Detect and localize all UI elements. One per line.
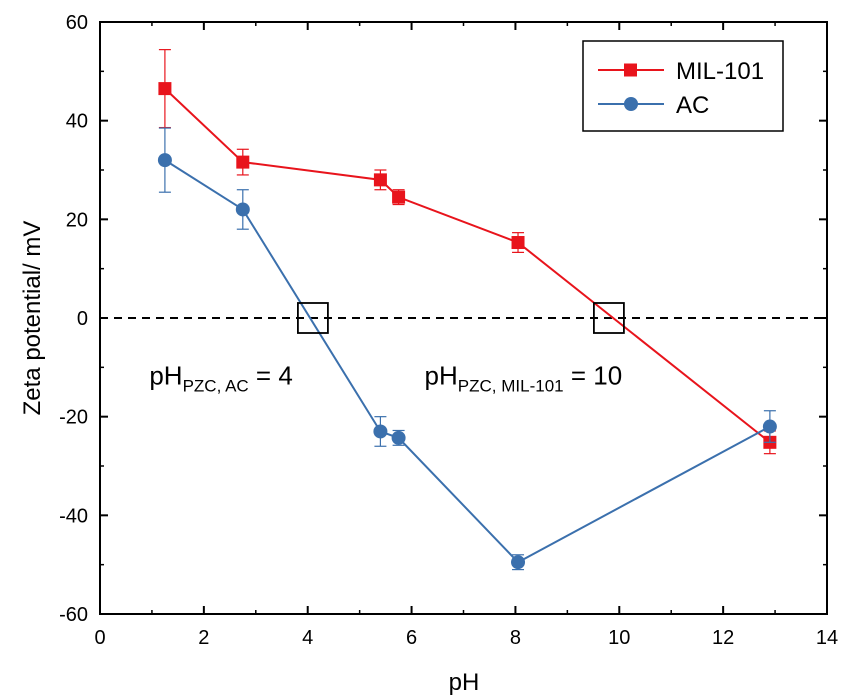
legend: MIL-101 AC [582, 40, 784, 132]
data-point [157, 153, 172, 168]
series-ac [157, 127, 777, 571]
legend-marker [624, 63, 637, 77]
x-tick-label: 6 [406, 627, 417, 649]
pzc-annotation-main: pH [149, 361, 182, 391]
y-tick-label: 60 [66, 12, 88, 34]
y-tick-label: 0 [77, 308, 88, 330]
x-tick-label: 14 [816, 627, 838, 649]
x-tick-label: 12 [712, 627, 734, 649]
x-tick-label: 10 [608, 627, 630, 649]
y-tick-label: -60 [59, 604, 88, 626]
data-point [236, 155, 250, 169]
legend-box [582, 40, 784, 132]
data-point [158, 82, 172, 96]
data-point [511, 236, 525, 250]
pzc-marker-box [593, 302, 625, 334]
data-point [373, 424, 388, 439]
pzc-marker-box [297, 302, 329, 334]
data-point [392, 190, 406, 204]
axes: 0 2 4 6 8 10 12 14 -60 -40 -20 0 20 40 60 [59, 12, 838, 649]
legend-label: MIL-101 [676, 58, 764, 85]
y-tick-label: -40 [59, 505, 88, 527]
x-axis-title: pH [449, 669, 480, 696]
data-point [511, 555, 526, 570]
x-tick-label: 2 [198, 627, 209, 649]
annotation-layer: pHPZC, AC = 4 pHPZC, MIL-101 = 10 [149, 302, 625, 396]
series-line [164, 159, 771, 564]
x-tick-label: 0 [94, 627, 105, 649]
pzc-annotation-main: pH [425, 361, 458, 391]
legend-label: AC [676, 92, 709, 119]
y-tick-label: 20 [66, 209, 88, 231]
pzc-annotation-value: = 10 [564, 361, 623, 391]
data-point [762, 419, 777, 434]
pzc-annotation: pHPZC, AC = 4 [149, 361, 292, 396]
x-tick-label: 4 [302, 627, 313, 649]
series-line [164, 87, 771, 444]
y-axis-title: Zeta potential/ mV [19, 221, 46, 416]
pzc-annotation-sub: PZC, MIL-101 [458, 377, 564, 396]
pzc-annotation-sub: PZC, AC [183, 377, 249, 396]
x-tick-label: 8 [510, 627, 521, 649]
data-point [391, 430, 406, 445]
data-point [373, 173, 387, 187]
pzc-annotation: pHPZC, MIL-101 = 10 [425, 361, 623, 396]
data-point [235, 202, 250, 217]
legend-marker [624, 97, 638, 111]
y-tick-label: 40 [66, 111, 88, 133]
y-tick-label: -20 [59, 407, 88, 429]
series-layer [157, 49, 777, 571]
pzc-annotation-value: = 4 [249, 361, 293, 391]
series-mil-101 [158, 49, 777, 455]
